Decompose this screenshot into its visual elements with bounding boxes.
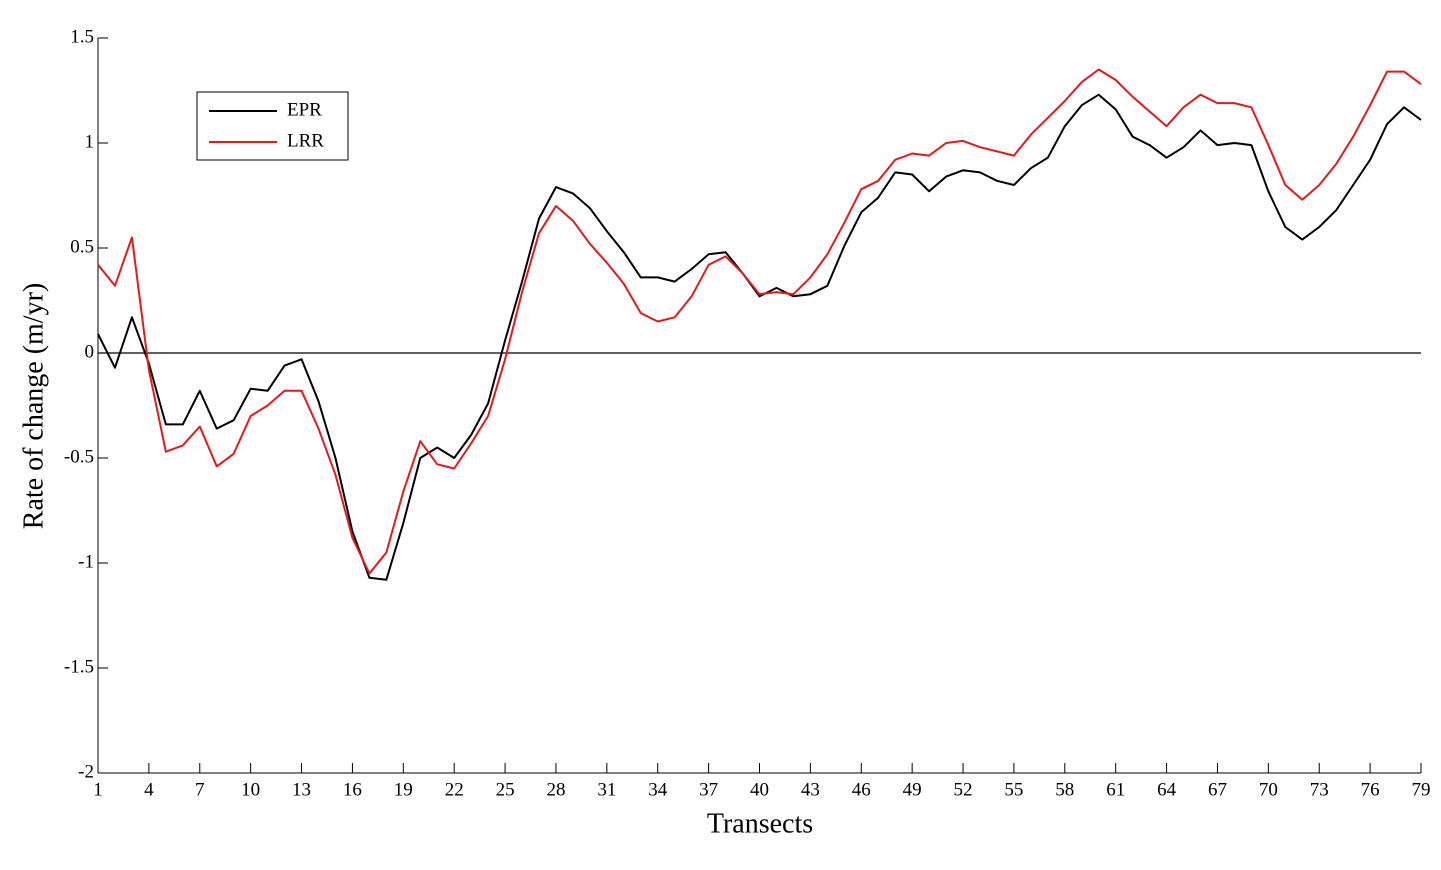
x-tick-label: 19 — [394, 779, 413, 800]
x-tick-label: 70 — [1259, 779, 1278, 800]
x-tick-label: 49 — [903, 779, 922, 800]
x-tick-label: 1 — [93, 779, 103, 800]
x-tick-label: 22 — [445, 779, 464, 800]
legend-box — [196, 91, 349, 161]
x-tick-label: 7 — [195, 779, 205, 800]
x-tick-label: 79 — [1412, 779, 1431, 800]
x-tick-label: 58 — [1055, 779, 1074, 800]
x-tick-label: 73 — [1310, 779, 1329, 800]
x-tick-label: 37 — [699, 779, 718, 800]
data-line — [97, 93, 1422, 581]
y-tick-label: -1.5 — [64, 656, 94, 677]
x-tick-label: 46 — [852, 779, 871, 800]
x-tick-label: 43 — [801, 779, 820, 800]
x-tick-label: 64 — [1157, 779, 1177, 800]
y-axis-label: Rate of change (m/yr) — [18, 283, 49, 529]
x-tick-label: 67 — [1208, 779, 1227, 800]
y-tick-label: 0 — [85, 341, 95, 362]
x-axis-label: Transects — [707, 808, 813, 839]
y-tick-label: -2 — [78, 761, 94, 782]
y-tick-label: -0.5 — [64, 446, 94, 467]
x-tick-label: 10 — [241, 779, 260, 800]
x-tick-label: 16 — [343, 779, 362, 800]
x-tick-label: 25 — [496, 779, 515, 800]
x-tick-label: 61 — [1106, 779, 1125, 800]
x-tick-label: 31 — [597, 779, 616, 800]
y-tick-label: 0.5 — [70, 236, 94, 257]
x-tick-label: 4 — [144, 779, 154, 800]
data-line — [97, 68, 1422, 575]
y-tick-label: 1 — [85, 131, 95, 152]
x-tick-label: 55 — [1004, 779, 1023, 800]
y-tick-label: 1.5 — [70, 26, 94, 47]
x-tick-label: 34 — [648, 779, 668, 800]
y-tick-label: -1 — [78, 551, 94, 572]
x-tick-label: 40 — [750, 779, 769, 800]
legend-label: LRR — [287, 130, 324, 151]
legend-label: EPR — [287, 99, 322, 120]
x-tick-label: 76 — [1361, 779, 1380, 800]
x-tick-label: 52 — [954, 779, 973, 800]
x-tick-label: 13 — [292, 779, 311, 800]
x-tick-label: 28 — [546, 779, 565, 800]
